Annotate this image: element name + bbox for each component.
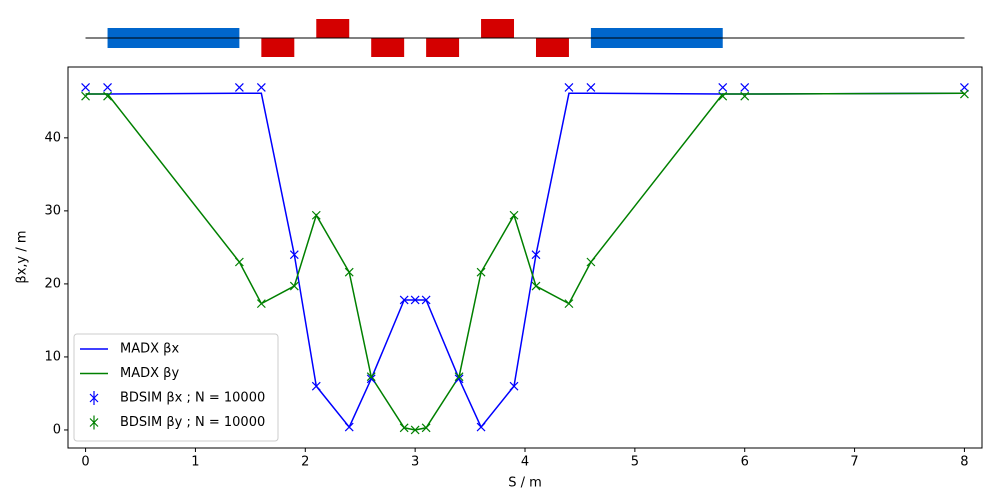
marker (234, 83, 244, 92)
marker (421, 423, 431, 433)
marker (289, 250, 299, 260)
marker (81, 83, 91, 92)
legend-label: MADX βx (120, 342, 179, 357)
marker (509, 210, 519, 220)
marker (718, 91, 728, 101)
x-tick-label: 1 (191, 455, 199, 470)
legend-label: MADX βy (120, 366, 179, 381)
marker (586, 257, 596, 267)
x-tick-label: 5 (631, 455, 639, 470)
x-tick-label: 7 (850, 455, 858, 470)
magnet (535, 38, 569, 57)
marker (399, 295, 409, 305)
marker (959, 89, 969, 99)
y-axis-label: βx,y / m (15, 230, 30, 283)
y-tick-label: 20 (44, 276, 61, 291)
marker (366, 374, 376, 384)
marker (454, 374, 464, 384)
marker (289, 281, 299, 291)
magnet (316, 19, 350, 38)
magnet (261, 38, 295, 57)
marker (718, 83, 728, 92)
magnet (426, 38, 460, 57)
marker (234, 257, 244, 267)
marker (476, 422, 486, 432)
legend-marker (89, 415, 99, 430)
marker (399, 423, 409, 433)
legend-box (73, 333, 279, 442)
marker (531, 250, 541, 260)
x-tick-label: 3 (411, 455, 419, 470)
marker (454, 372, 464, 382)
marker (959, 83, 969, 92)
marker (410, 295, 420, 305)
marker (311, 210, 321, 220)
x-tick-label: 2 (301, 455, 309, 470)
x-tick-label: 4 (521, 455, 529, 470)
marker (256, 83, 266, 92)
marker (509, 381, 519, 391)
marker (421, 295, 431, 305)
marker (564, 83, 574, 92)
marker (311, 381, 321, 391)
marker (740, 83, 750, 92)
marker (103, 83, 112, 92)
x-axis-label: S / m (508, 476, 542, 491)
magnet (371, 38, 405, 57)
x-tick-label: 6 (741, 455, 749, 470)
marker (344, 422, 354, 432)
marker (366, 372, 376, 382)
marker (531, 281, 541, 291)
y-tick-label: 40 (44, 130, 61, 145)
magnet (481, 19, 515, 38)
legend-label: BDSIM βy ; N = 10000 (120, 415, 265, 430)
marker (344, 267, 354, 277)
legend-marker (89, 391, 99, 405)
series-line (85, 92, 965, 429)
y-tick-label: 10 (44, 349, 61, 364)
marker (256, 299, 266, 309)
legend-label: BDSIM βx ; N = 10000 (120, 391, 265, 406)
marker (586, 83, 596, 92)
marker (81, 91, 91, 101)
series-line (85, 92, 965, 431)
marker (103, 91, 112, 101)
marker (564, 299, 574, 309)
y-tick-label: 0 (53, 422, 61, 437)
x-tick-label: 8 (960, 455, 968, 470)
marker (740, 91, 750, 101)
marker (476, 267, 486, 277)
x-tick-label: 0 (81, 455, 89, 470)
marker (410, 425, 420, 435)
y-tick-label: 30 (44, 203, 61, 218)
